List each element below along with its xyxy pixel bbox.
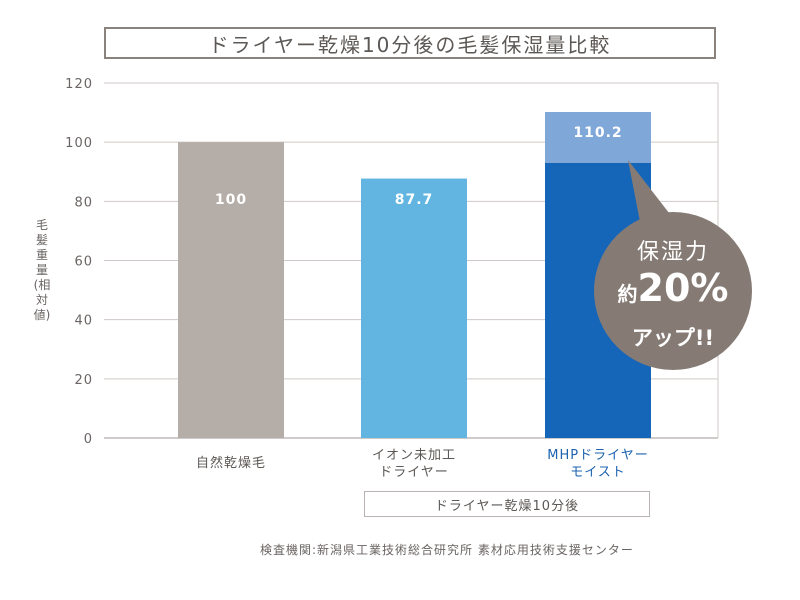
- callout-percent: 20%: [637, 266, 729, 310]
- data-label: 110.2: [573, 125, 622, 141]
- chart-title: ドライヤー乾燥10分後の毛髪保湿量比較: [104, 27, 716, 59]
- category-label-line: イオン未加工: [371, 448, 456, 463]
- data-label: 87.7: [395, 192, 434, 208]
- y-tick-label: 60: [74, 255, 93, 270]
- callout-line2: 約20%: [595, 266, 751, 310]
- category-label-mhp-dryer: MHPドライヤー モイスト: [518, 447, 678, 481]
- category-label-non-ion-dryer: イオン未加工 ドライヤー: [334, 447, 494, 481]
- category-label-line: モイスト: [570, 465, 626, 480]
- y-tick-label: 120: [65, 77, 93, 92]
- group-label: ドライヤー乾燥10分後: [364, 491, 650, 517]
- category-label-line: MHPドライヤー: [547, 448, 649, 463]
- callout-bubble: 保湿力 約20% アップ!!: [595, 212, 751, 370]
- y-tick-label: 0: [84, 432, 93, 447]
- bar-mhp-dryer-gain: [545, 111, 651, 163]
- category-label-line: 自然乾燥毛: [195, 456, 266, 471]
- callout-prefix: 約: [617, 282, 638, 306]
- category-label-natural-dry: 自然乾燥毛: [151, 455, 311, 472]
- y-tick-label: 20: [74, 373, 93, 388]
- callout-line1: 保湿力: [636, 240, 709, 265]
- callout-circle: [594, 212, 752, 370]
- y-tick-label: 100: [65, 136, 93, 151]
- y-tick-label: 40: [74, 314, 93, 329]
- callout-line3: アップ!!: [631, 326, 715, 350]
- data-label: 100: [215, 192, 247, 208]
- source-note: 検査機関:新潟県工業技術総合研究所 素材応用技術支援センター: [260, 543, 634, 557]
- bar-non-ion-dryer: [361, 178, 467, 438]
- y-tick-label: 80: [74, 195, 93, 210]
- bar-natural-dry: [178, 142, 284, 438]
- y-axis-label: 毛髪重量(相対値): [33, 218, 51, 322]
- category-label-line: ドライヤー: [379, 465, 449, 480]
